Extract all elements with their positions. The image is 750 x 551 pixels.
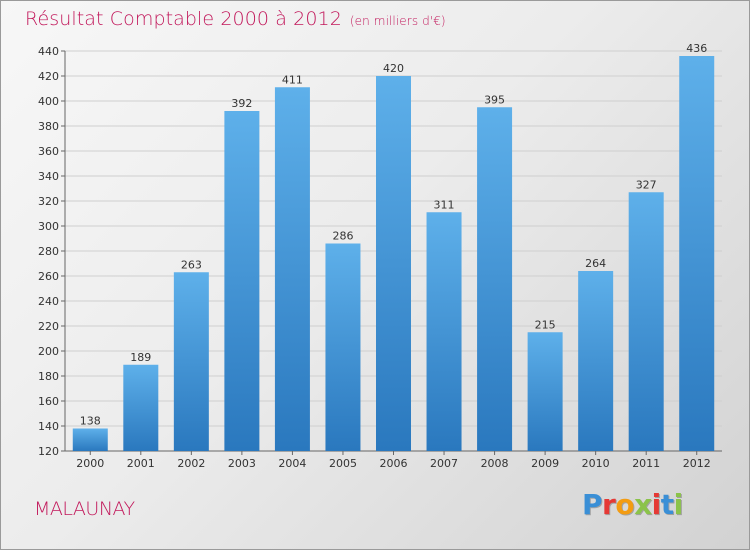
bars: 138 189 263 392 411 286 420 311 395 215 264 327 436 [72, 42, 715, 451]
y-tick-label: 160 [38, 395, 59, 408]
x-tick-label: 2002 [177, 457, 205, 470]
x-tick-label: 2001 [127, 457, 155, 470]
y-tick-label: 360 [38, 145, 59, 158]
bar-2012 [679, 56, 715, 451]
bar-2002 [173, 272, 209, 451]
commune-name: MALAUNAY [34, 498, 135, 520]
data-label-2012: 436 [686, 42, 707, 55]
data-label-2000: 138 [80, 415, 101, 428]
y-tick-label: 340 [38, 170, 59, 183]
data-label-2001: 189 [130, 351, 151, 364]
x-tick-label: 2000 [76, 457, 104, 470]
bar-2010 [578, 271, 614, 451]
bar-2011 [628, 192, 664, 451]
bar-2009 [527, 332, 563, 451]
x-tick-label: 2011 [632, 457, 660, 470]
bar-2003 [224, 111, 260, 451]
chart-subtitle: (en milliers d'€) [349, 14, 446, 28]
bar-2001 [123, 364, 159, 451]
logo-letter: t [660, 488, 674, 521]
data-label-2003: 392 [231, 97, 252, 110]
logo-letter: r [602, 488, 616, 521]
x-tick-label: 2005 [329, 457, 357, 470]
x-tick-label: 2007 [430, 457, 458, 470]
data-label-2004: 411 [282, 73, 303, 86]
data-label-2002: 263 [181, 258, 202, 271]
data-label-2005: 286 [332, 230, 353, 243]
data-label-2011: 327 [636, 178, 657, 191]
y-tick-label: 300 [38, 220, 59, 233]
y-tick-label: 220 [38, 320, 59, 333]
y-tick-label: 240 [38, 295, 59, 308]
y-tick-label: 280 [38, 245, 59, 258]
data-label-2010: 264 [585, 257, 606, 270]
y-tick-label: 140 [38, 420, 59, 433]
y-tick-label: 200 [38, 345, 59, 358]
chart-title: Résultat Comptable 2000 à 2012 (en millie… [25, 8, 446, 30]
proxiti-logo: Proxiti [582, 488, 683, 521]
y-tick-label: 260 [38, 270, 59, 283]
x-tick-label: 2006 [380, 457, 408, 470]
y-tick-label: 420 [38, 70, 59, 83]
logo-letter: o [615, 488, 635, 521]
x-tick-label: 2012 [683, 457, 711, 470]
y-tick-label: 400 [38, 95, 59, 108]
bar-2004 [274, 87, 310, 451]
x-tick-label: 2003 [228, 457, 256, 470]
x-tick-label: 2008 [481, 457, 509, 470]
logo-letter: i [651, 488, 662, 521]
data-label-2006: 420 [383, 62, 404, 75]
y-tick-label: 380 [38, 120, 59, 133]
y-tick-label: 440 [38, 45, 59, 58]
bar-2005 [325, 243, 361, 451]
logo-letter: P [582, 488, 603, 521]
data-label-2009: 215 [535, 318, 556, 331]
x-tick-label: 2004 [278, 457, 306, 470]
y-tick-label: 320 [38, 195, 59, 208]
axes: 120 140 160 180 200 220 240 260 280 300 320 340 360 3… [38, 45, 722, 470]
y-tick-label: 180 [38, 370, 59, 383]
title-text: Résultat Comptable 2000 à 2012 [25, 8, 342, 30]
x-tick-label: 2009 [531, 457, 559, 470]
bar-2000 [72, 428, 108, 451]
data-label-2008: 395 [484, 93, 505, 106]
x-tick-label: 2010 [582, 457, 610, 470]
bar-2008 [477, 107, 513, 451]
bar-2007 [426, 212, 462, 451]
bar-2006 [376, 76, 411, 451]
y-tick-label: 120 [38, 445, 59, 458]
data-label-2007: 311 [434, 198, 455, 211]
logo-letter: x [634, 488, 652, 521]
logo-letter: i [673, 488, 684, 521]
